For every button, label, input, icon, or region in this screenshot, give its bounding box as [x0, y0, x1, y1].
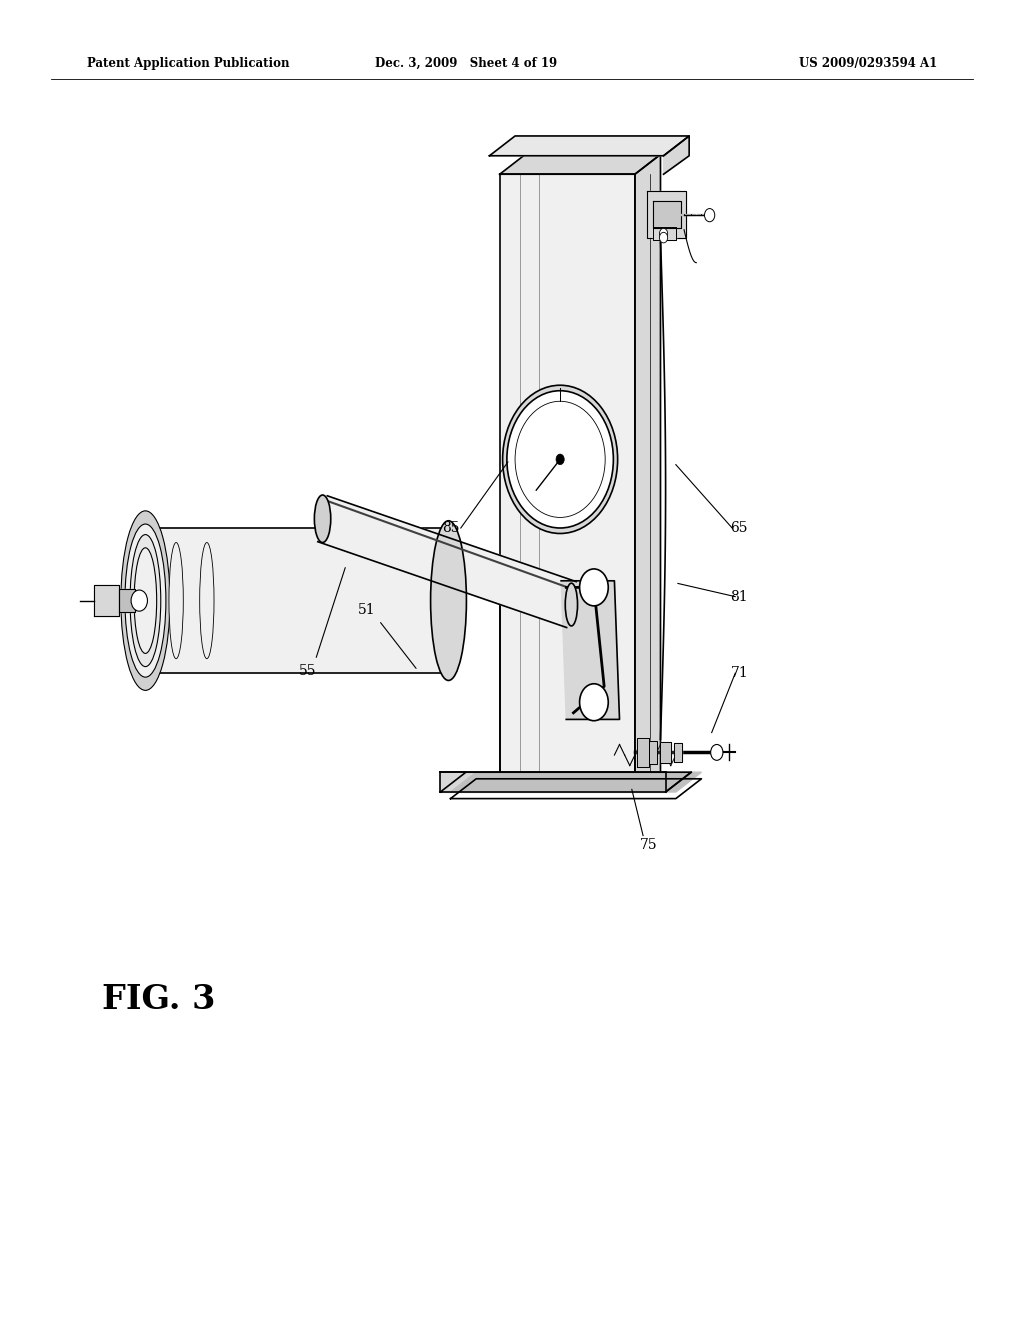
- Polygon shape: [637, 738, 649, 767]
- Polygon shape: [440, 772, 666, 792]
- Ellipse shape: [169, 543, 183, 659]
- Text: US 2009/0293594 A1: US 2009/0293594 A1: [799, 57, 937, 70]
- Polygon shape: [317, 496, 577, 627]
- Polygon shape: [649, 741, 657, 764]
- Polygon shape: [145, 528, 449, 673]
- Ellipse shape: [430, 520, 467, 681]
- Polygon shape: [653, 227, 676, 240]
- Circle shape: [711, 744, 723, 760]
- Polygon shape: [119, 589, 135, 612]
- Polygon shape: [94, 585, 119, 616]
- Ellipse shape: [134, 548, 157, 653]
- Polygon shape: [674, 743, 682, 762]
- Circle shape: [580, 569, 608, 606]
- Ellipse shape: [125, 524, 166, 677]
- Text: Dec. 3, 2009   Sheet 4 of 19: Dec. 3, 2009 Sheet 4 of 19: [375, 57, 557, 70]
- Ellipse shape: [314, 495, 331, 543]
- Text: 51: 51: [357, 603, 376, 616]
- Circle shape: [705, 209, 715, 222]
- Text: 65: 65: [730, 521, 749, 535]
- Text: FIG. 3: FIG. 3: [102, 983, 216, 1016]
- Circle shape: [659, 232, 668, 243]
- Text: 85: 85: [441, 521, 460, 535]
- Text: 75: 75: [639, 838, 657, 851]
- Circle shape: [580, 684, 608, 721]
- Polygon shape: [647, 191, 686, 238]
- Circle shape: [556, 454, 564, 465]
- Polygon shape: [635, 154, 660, 792]
- Polygon shape: [500, 174, 635, 772]
- Text: 55: 55: [298, 664, 316, 677]
- Polygon shape: [451, 772, 701, 792]
- Ellipse shape: [130, 535, 161, 667]
- Polygon shape: [660, 742, 671, 763]
- Text: 71: 71: [730, 667, 749, 680]
- Polygon shape: [500, 154, 660, 174]
- Circle shape: [507, 391, 613, 528]
- Ellipse shape: [200, 543, 214, 659]
- Polygon shape: [489, 136, 689, 156]
- Text: 81: 81: [730, 590, 749, 603]
- Circle shape: [503, 385, 617, 533]
- Text: Patent Application Publication: Patent Application Publication: [87, 57, 290, 70]
- Ellipse shape: [121, 511, 170, 690]
- Ellipse shape: [565, 583, 578, 626]
- Polygon shape: [664, 136, 689, 174]
- Polygon shape: [653, 201, 681, 228]
- Circle shape: [131, 590, 147, 611]
- Circle shape: [515, 401, 605, 517]
- Polygon shape: [561, 581, 620, 719]
- Circle shape: [659, 228, 668, 239]
